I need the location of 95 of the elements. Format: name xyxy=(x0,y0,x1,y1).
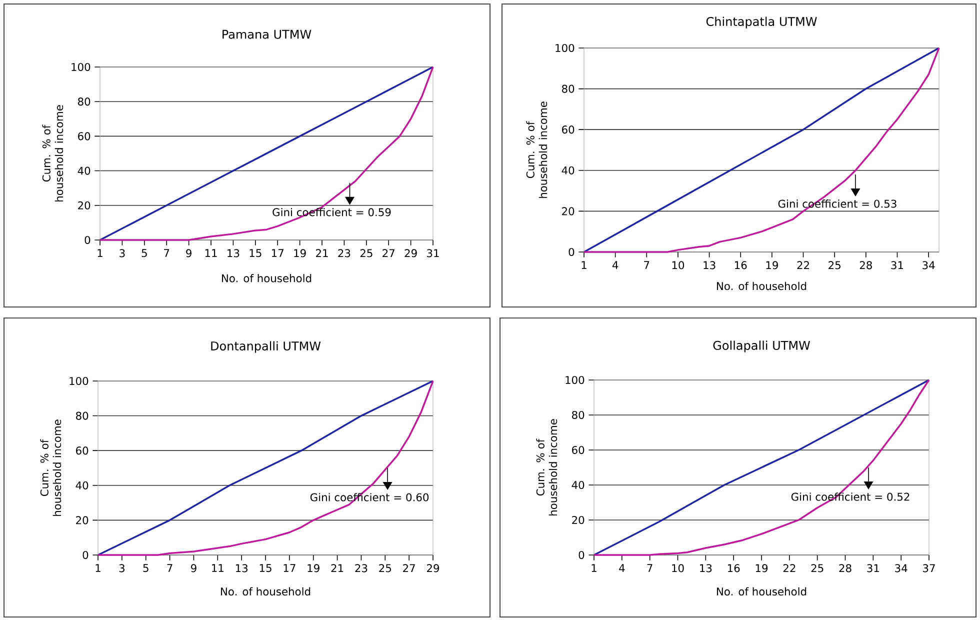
y-tick-label: 40 xyxy=(572,480,584,490)
x-tick-label: 16 xyxy=(735,261,747,270)
x-tick-label: 5 xyxy=(143,564,148,572)
y-axis-title: Cum. % of household income xyxy=(42,105,64,202)
x-tick-label: 9 xyxy=(191,564,196,572)
chart-title: Gollapalli UTMW xyxy=(713,340,810,352)
x-tick-label: 11 xyxy=(205,249,217,257)
x-tick-label: 19 xyxy=(766,261,778,270)
y-tick-label: 40 xyxy=(78,166,90,175)
x-tick-label: 19 xyxy=(294,249,306,258)
x-tick-label: 4 xyxy=(612,261,618,269)
x-tick-label: 13 xyxy=(236,564,248,572)
x-tick-label: 21 xyxy=(316,249,328,258)
y-tick-label: 0 xyxy=(82,550,88,560)
x-tick-label: 11 xyxy=(212,564,224,572)
x-tick-label: 23 xyxy=(355,564,368,572)
x-axis-title: No. of household xyxy=(222,274,312,282)
y-tick-label: 80 xyxy=(562,84,574,93)
x-tick-label: 25 xyxy=(811,564,824,572)
x-tick-label: 17 xyxy=(272,249,284,257)
y-tick-label: 20 xyxy=(572,516,584,524)
y-tick-label: 40 xyxy=(562,166,574,174)
x-tick-label: 21 xyxy=(331,564,344,572)
x-tick-label: 5 xyxy=(142,249,147,258)
x-tick-label: 9 xyxy=(186,249,192,258)
x-tick-label: 10 xyxy=(672,564,684,572)
x-tick-label: 31 xyxy=(867,564,879,572)
x-tick-label: 3 xyxy=(120,249,125,258)
x-tick-label: 29 xyxy=(426,564,440,572)
y-tick-label: 60 xyxy=(562,126,574,134)
x-tick-label: 7 xyxy=(164,249,170,257)
y-tick-label: 0 xyxy=(84,236,90,244)
x-tick-label: 4 xyxy=(619,564,625,572)
x-axis-title: No. of household xyxy=(717,282,806,290)
y-tick-label: 20 xyxy=(76,516,88,524)
y-tick-label: 0 xyxy=(568,248,574,256)
x-tick-label: 13 xyxy=(704,261,716,270)
y-axis-title: Cum. % of household income xyxy=(40,420,62,516)
x-tick-label: 23 xyxy=(338,249,350,258)
x-tick-label: 25 xyxy=(828,261,840,270)
y-tick-label: 60 xyxy=(572,446,584,454)
x-tick-label: 15 xyxy=(260,564,272,572)
x-axis-title: No. of household xyxy=(221,587,310,596)
y-tick-label: 60 xyxy=(78,132,90,140)
x-tick-label: 7 xyxy=(647,564,652,572)
x-tick-label: 22 xyxy=(797,261,809,270)
y-tick-label: 80 xyxy=(572,410,584,420)
chart-title: Pamana UTMW xyxy=(222,30,312,39)
x-tick-label: 13 xyxy=(228,249,240,258)
x-tick-label: 16 xyxy=(728,564,740,572)
line-series xyxy=(583,47,940,253)
line-series xyxy=(99,66,434,241)
y-tick-label: 100 xyxy=(556,44,574,52)
y-tick-label: 20 xyxy=(78,201,90,210)
x-axis-title: No. of household xyxy=(717,587,806,596)
x-tick-label: 34 xyxy=(922,261,935,270)
x-tick-label: 7 xyxy=(167,564,172,572)
x-tick-label: 31 xyxy=(891,261,904,270)
line-series xyxy=(97,380,434,556)
x-tick-label: 13 xyxy=(700,564,712,572)
x-tick-label: 37 xyxy=(923,564,935,572)
x-tick-label: 7 xyxy=(644,261,650,269)
x-tick-label: 28 xyxy=(839,564,852,572)
y-tick-label: 20 xyxy=(562,207,574,216)
chart-title: Dontanpalli UTMW xyxy=(211,341,321,353)
y-tick-label: 100 xyxy=(566,376,584,384)
y-tick-label: 100 xyxy=(70,376,88,386)
x-tick-label: 1 xyxy=(592,564,596,572)
y-tick-label: 0 xyxy=(578,550,584,560)
y-tick-label: 80 xyxy=(76,412,88,420)
x-tick-label: 1 xyxy=(96,564,100,572)
x-tick-label: 28 xyxy=(860,261,872,270)
y-tick-label: 100 xyxy=(72,62,90,72)
y-tick-label: 60 xyxy=(76,446,88,455)
x-tick-label: 31 xyxy=(427,249,439,258)
x-tick-label: 1 xyxy=(582,261,586,269)
y-tick-label: 80 xyxy=(78,98,90,106)
x-tick-label: 22 xyxy=(783,564,796,572)
x-tick-label: 19 xyxy=(308,564,320,572)
chart-title: Chintapatla UTMW xyxy=(706,16,817,28)
x-tick-label: 17 xyxy=(284,564,296,572)
x-tick-label: 3 xyxy=(119,564,124,572)
x-tick-label: 10 xyxy=(672,261,684,270)
x-tick-label: 29 xyxy=(404,249,417,258)
x-tick-label: 27 xyxy=(382,249,394,258)
x-tick-label: 25 xyxy=(379,564,391,572)
x-tick-label: 25 xyxy=(360,249,372,258)
x-tick-label: 19 xyxy=(756,564,768,572)
x-tick-label: 15 xyxy=(250,249,262,258)
x-tick-label: 27 xyxy=(403,564,415,572)
y-axis-title: Cum. % of household income xyxy=(536,419,558,516)
x-tick-label: 34 xyxy=(895,564,908,572)
x-tick-label: 1 xyxy=(98,249,102,257)
y-axis-title: Cum. % of household income xyxy=(526,102,548,198)
y-tick-label: 40 xyxy=(76,481,88,490)
